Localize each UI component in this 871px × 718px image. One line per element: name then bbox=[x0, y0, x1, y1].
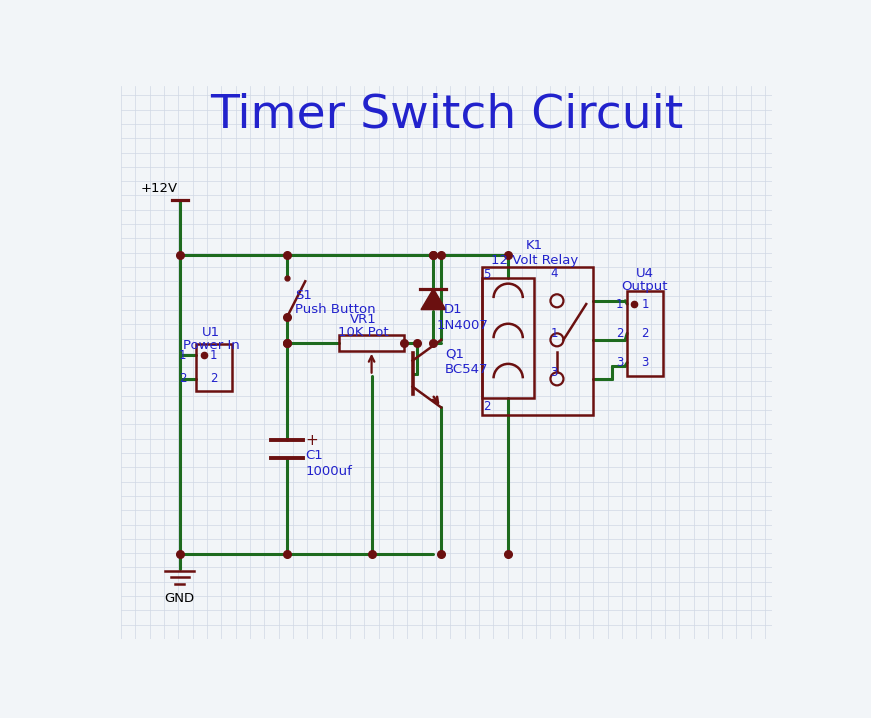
Text: 3: 3 bbox=[641, 356, 649, 369]
Text: +: + bbox=[305, 434, 318, 449]
Text: 1N4007: 1N4007 bbox=[436, 319, 489, 332]
Text: 1: 1 bbox=[641, 297, 649, 311]
Text: 4: 4 bbox=[550, 267, 558, 280]
Bar bbox=[627, 291, 663, 376]
Text: GND: GND bbox=[165, 592, 195, 605]
Text: 10K Pot: 10K Pot bbox=[338, 325, 388, 338]
Text: 1000uf: 1000uf bbox=[305, 465, 352, 477]
Text: 2: 2 bbox=[483, 401, 491, 414]
Text: Output: Output bbox=[622, 280, 668, 293]
Text: C1: C1 bbox=[305, 449, 323, 462]
Text: S1: S1 bbox=[295, 289, 312, 302]
Bar bbox=[339, 335, 404, 351]
Text: 1: 1 bbox=[179, 349, 186, 362]
Bar bbox=[196, 344, 232, 391]
Text: U4: U4 bbox=[636, 267, 654, 280]
Text: 3: 3 bbox=[616, 356, 624, 369]
Text: VR1: VR1 bbox=[350, 312, 376, 325]
Text: BC547: BC547 bbox=[445, 363, 489, 376]
Text: 3: 3 bbox=[550, 366, 557, 379]
Text: D1: D1 bbox=[444, 304, 463, 317]
Text: 1: 1 bbox=[210, 349, 218, 362]
Text: Q1: Q1 bbox=[445, 348, 464, 360]
Text: 2: 2 bbox=[641, 327, 649, 340]
Text: 5: 5 bbox=[483, 269, 491, 281]
Text: 1: 1 bbox=[550, 327, 558, 340]
Bar bbox=[483, 278, 534, 398]
Text: U1: U1 bbox=[202, 325, 220, 338]
Text: Timer Switch Circuit: Timer Switch Circuit bbox=[210, 93, 683, 138]
Polygon shape bbox=[421, 289, 446, 309]
Text: 1: 1 bbox=[616, 297, 624, 311]
Text: 2: 2 bbox=[210, 373, 218, 386]
Text: K1: K1 bbox=[525, 239, 543, 252]
Text: 2: 2 bbox=[616, 327, 624, 340]
Text: Power In: Power In bbox=[183, 338, 240, 352]
Text: 12 Volt Relay: 12 Volt Relay bbox=[490, 254, 577, 267]
Text: +12V: +12V bbox=[141, 182, 178, 195]
Text: 2: 2 bbox=[179, 373, 186, 386]
Text: Push Button: Push Button bbox=[295, 303, 375, 316]
Bar bbox=[483, 267, 593, 414]
